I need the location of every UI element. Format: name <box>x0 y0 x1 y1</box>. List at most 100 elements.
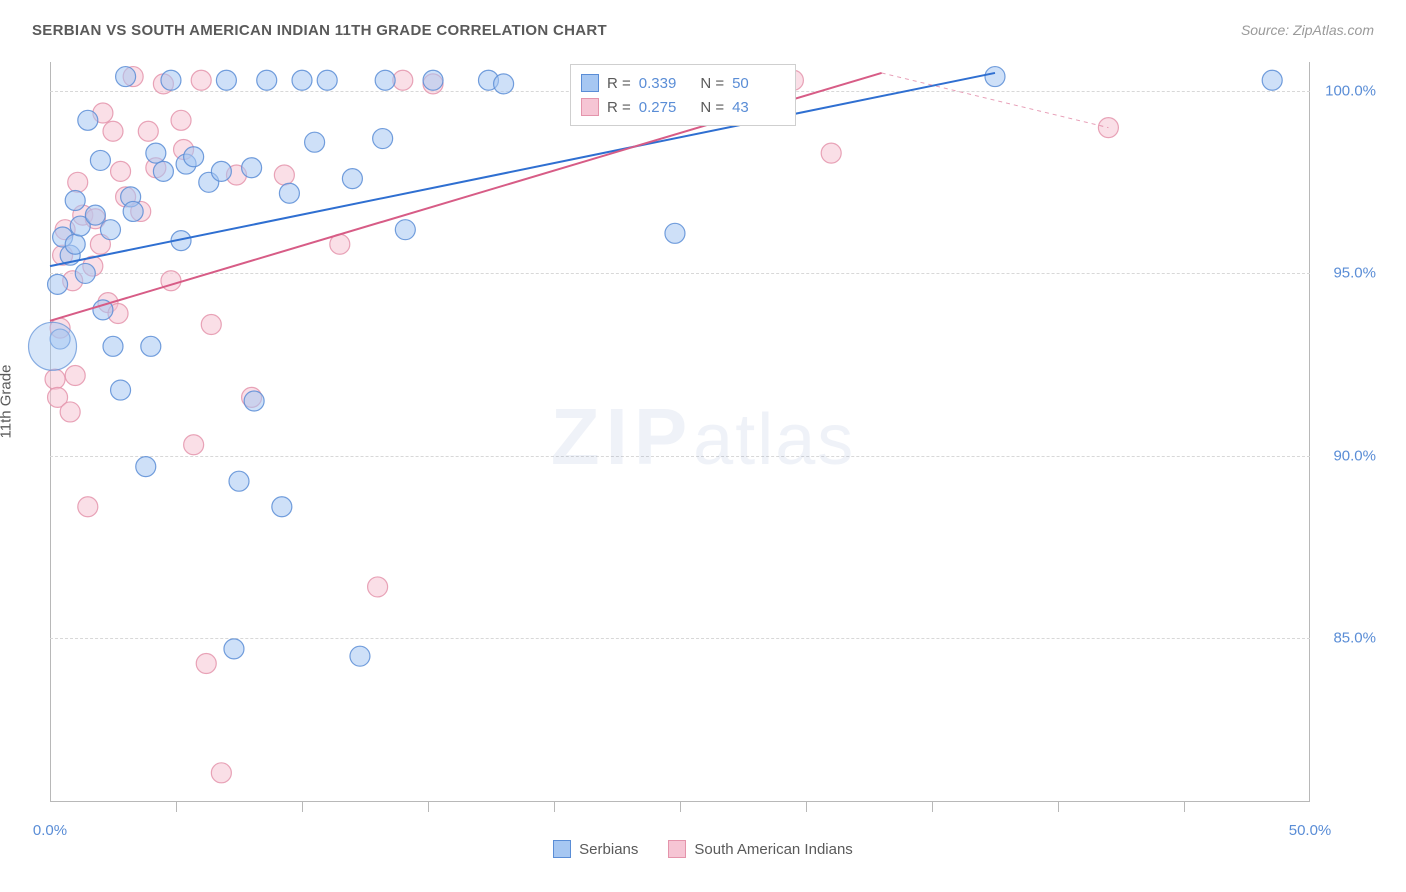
stats-row-serbians: R = 0.339 N = 50 <box>581 71 785 95</box>
scatter-point <box>111 161 131 181</box>
source-name: ZipAtlas.com <box>1293 22 1374 38</box>
y-tick-label: 90.0% <box>1333 447 1376 464</box>
scatter-point <box>292 70 312 90</box>
scatter-point <box>184 147 204 167</box>
scatter-point <box>136 457 156 477</box>
scatter-point <box>216 70 236 90</box>
scatter-point <box>305 132 325 152</box>
legend-label-serbians: Serbians <box>579 841 638 858</box>
scatter-point <box>65 365 85 385</box>
scatter-point <box>244 391 264 411</box>
n-value-sai: 43 <box>732 99 749 116</box>
scatter-point <box>45 369 65 389</box>
scatter-point <box>138 121 158 141</box>
scatter-point <box>229 471 249 491</box>
scatter-point <box>224 639 244 659</box>
scatter-point <box>111 380 131 400</box>
scatter-point <box>272 497 292 517</box>
legend-label-sai: South American Indians <box>694 841 852 858</box>
stats-legend-box: R = 0.339 N = 50 R = 0.275 N = 43 <box>570 64 796 126</box>
scatter-point <box>103 336 123 356</box>
scatter-point <box>146 143 166 163</box>
x-tick <box>302 802 303 812</box>
scatter-point <box>65 191 85 211</box>
scatter-point <box>65 234 85 254</box>
scatter-point <box>68 172 88 192</box>
scatter-point <box>395 220 415 240</box>
scatter-point <box>60 402 80 422</box>
scatter-point <box>242 158 262 178</box>
scatter-point <box>350 646 370 666</box>
scatter-point <box>184 435 204 455</box>
n-label: N = <box>700 75 724 92</box>
y-tick-label: 85.0% <box>1333 629 1376 646</box>
scatter-point <box>279 183 299 203</box>
scatter-point <box>90 150 110 170</box>
scatter-point <box>317 70 337 90</box>
scatter-point <box>153 161 173 181</box>
scatter-point <box>665 223 685 243</box>
scatter-point <box>375 70 395 90</box>
swatch-sai <box>581 98 599 116</box>
n-value-serbians: 50 <box>732 75 749 92</box>
scatter-point <box>985 67 1005 87</box>
chart-title: SERBIAN VS SOUTH AMERICAN INDIAN 11TH GR… <box>32 22 607 39</box>
scatter-point <box>161 70 181 90</box>
scatter-point <box>423 70 443 90</box>
scatter-point <box>257 70 277 90</box>
scatter-point <box>342 169 362 189</box>
x-tick <box>1058 802 1059 812</box>
legend-item-sai: South American Indians <box>668 840 852 858</box>
x-tick <box>806 802 807 812</box>
x-tick <box>1184 802 1185 812</box>
scatter-point <box>78 110 98 130</box>
x-tick <box>554 802 555 812</box>
stats-row-sai: R = 0.275 N = 43 <box>581 95 785 119</box>
x-tick <box>932 802 933 812</box>
scatter-point <box>821 143 841 163</box>
scatter-point <box>141 336 161 356</box>
scatter-point <box>211 161 231 181</box>
x-tick-label: 0.0% <box>33 822 67 839</box>
scatter-point <box>393 70 413 90</box>
scatter-point <box>201 314 221 334</box>
y-tick-label: 95.0% <box>1333 265 1376 282</box>
n-label-2: N = <box>700 99 724 116</box>
scatter-point <box>368 577 388 597</box>
r-value-sai: 0.275 <box>639 99 677 116</box>
scatter-point <box>171 110 191 130</box>
r-label-2: R = <box>607 99 631 116</box>
scatter-point <box>191 70 211 90</box>
r-label: R = <box>607 75 631 92</box>
plot-svg <box>50 62 1310 802</box>
legend-item-serbians: Serbians <box>553 840 638 858</box>
scatter-point <box>85 205 105 225</box>
x-tick <box>176 802 177 812</box>
r-value-serbians: 0.339 <box>639 75 677 92</box>
scatter-point-large <box>29 322 77 370</box>
legend-swatch-sai <box>668 840 686 858</box>
source-attribution: Source: ZipAtlas.com <box>1241 22 1374 38</box>
scatter-point <box>211 763 231 783</box>
scatter-point <box>274 165 294 185</box>
x-tick-label: 50.0% <box>1289 822 1332 839</box>
scatter-point <box>75 263 95 283</box>
scatter-point <box>78 497 98 517</box>
scatter-point <box>48 274 68 294</box>
scatter-point <box>373 129 393 149</box>
x-tick <box>428 802 429 812</box>
source-prefix: Source: <box>1241 22 1293 38</box>
scatter-point <box>103 121 123 141</box>
scatter-point <box>1262 70 1282 90</box>
y-axis-label: 11th Grade <box>0 365 15 439</box>
scatter-point <box>196 653 216 673</box>
y-tick-label: 100.0% <box>1325 83 1376 100</box>
x-tick <box>680 802 681 812</box>
scatter-point <box>494 74 514 94</box>
scatter-point <box>123 201 143 221</box>
scatter-point <box>116 67 136 87</box>
swatch-serbians <box>581 74 599 92</box>
chart-container: SERBIAN VS SOUTH AMERICAN INDIAN 11TH GR… <box>0 0 1406 892</box>
legend-swatch-serbians <box>553 840 571 858</box>
scatter-point <box>100 220 120 240</box>
